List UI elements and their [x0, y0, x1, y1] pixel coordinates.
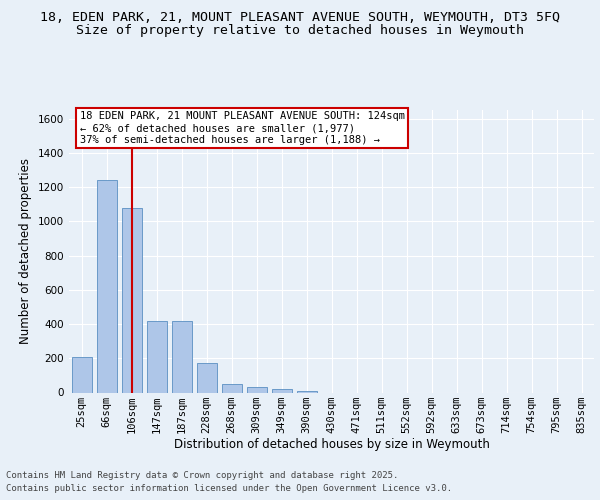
Bar	[296, 391, 317, 392]
Y-axis label: Number of detached properties: Number of detached properties	[19, 158, 32, 344]
Bar	[121, 208, 142, 392]
Bar	[71, 358, 91, 392]
Text: Size of property relative to detached houses in Weymouth: Size of property relative to detached ho…	[76, 24, 524, 37]
Bar	[172, 322, 191, 392]
Text: Contains public sector information licensed under the Open Government Licence v3: Contains public sector information licen…	[6, 484, 452, 493]
Bar	[97, 180, 116, 392]
Text: Contains HM Land Registry data © Crown copyright and database right 2025.: Contains HM Land Registry data © Crown c…	[6, 471, 398, 480]
Bar	[271, 390, 292, 392]
Bar	[146, 322, 167, 392]
Text: 18 EDEN PARK, 21 MOUNT PLEASANT AVENUE SOUTH: 124sqm
← 62% of detached houses ar: 18 EDEN PARK, 21 MOUNT PLEASANT AVENUE S…	[79, 112, 404, 144]
X-axis label: Distribution of detached houses by size in Weymouth: Distribution of detached houses by size …	[173, 438, 490, 452]
Bar	[247, 388, 266, 392]
Text: 18, EDEN PARK, 21, MOUNT PLEASANT AVENUE SOUTH, WEYMOUTH, DT3 5FQ: 18, EDEN PARK, 21, MOUNT PLEASANT AVENUE…	[40, 11, 560, 24]
Bar	[197, 362, 217, 392]
Bar	[221, 384, 241, 392]
